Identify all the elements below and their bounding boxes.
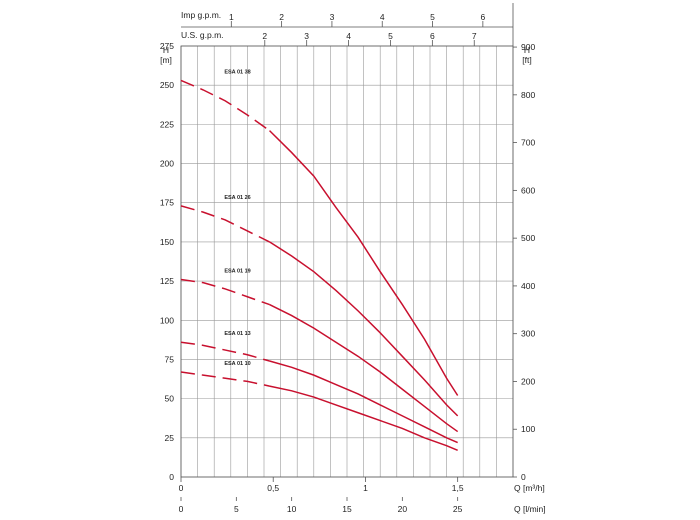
top-axis-imp-label: Imp g.p.m. — [181, 10, 221, 20]
x-primary-tick-label: 15 — [342, 504, 352, 514]
x-primary-tick-label: 0 — [179, 504, 184, 514]
us-gpm-tick-label: 5 — [388, 31, 393, 41]
y-right-tick-label: 700 — [521, 138, 535, 148]
y-right-tick-label: 800 — [521, 90, 535, 100]
y-right-tick-label: 400 — [521, 281, 535, 291]
curve-dashed-2 — [180, 278, 270, 306]
x-secondary-tick-label: 1,5 — [452, 483, 464, 493]
series-label: ESA 01 13 — [224, 331, 250, 337]
curve-dashed-3 — [180, 341, 270, 362]
y-right-tick-label: 500 — [521, 233, 535, 243]
x-primary-tick-label: 5 — [234, 504, 239, 514]
y-right-tick-label: 900 — [521, 42, 535, 52]
y-left-tick-label: 200 — [160, 159, 174, 169]
y-left-name: H — [163, 45, 169, 55]
y-right-name: H — [524, 45, 530, 55]
y-left-tick-label: 225 — [160, 119, 174, 129]
us-gpm-tick-label: 7 — [472, 31, 477, 41]
x-secondary-axis-title: Q [m³/h] — [514, 483, 545, 493]
y-left-tick-label: 75 — [165, 354, 175, 364]
x-primary-axis-title: Q [l/min] — [514, 504, 546, 514]
y-right-tick-label: 200 — [521, 376, 535, 386]
y-left-tick-label: 275 — [160, 41, 174, 51]
series-label: ESA 01 38 — [224, 69, 250, 75]
series-label: ESA 01 19 — [224, 269, 250, 275]
series-labels: ESA 01 38 ESA 01 26 ESA 01 19 ESA 01 13 ESA … — [224, 69, 250, 367]
curve-dashed-0 — [180, 79, 270, 132]
imp-gpm-tick-label: 4 — [380, 12, 385, 22]
x-primary-tick-label: 20 — [398, 504, 408, 514]
imp-gpm-tick-label: 1 — [229, 12, 234, 22]
curve-solid-4 — [269, 385, 458, 452]
plot-frame — [180, 3, 517, 501]
series-label: ESA 01 26 — [224, 195, 250, 201]
curve-solid-3 — [269, 360, 458, 444]
y-right-tick-label: 300 — [521, 329, 535, 339]
x-primary-tick-label: 25 — [453, 504, 463, 514]
y-left-tick-label: 25 — [165, 433, 175, 443]
y-left-tick-label: 125 — [160, 276, 174, 286]
y-left-tick-label: 50 — [165, 394, 175, 404]
us-gpm-tick-label: 4 — [346, 31, 351, 41]
y-right-tick-label: 600 — [521, 185, 535, 195]
series-label: ESA 01 10 — [224, 361, 250, 367]
y-right-tick-label: 0 — [521, 472, 526, 482]
curve-dashed-4 — [180, 371, 270, 387]
y-right-unit: [ft] — [522, 55, 531, 65]
curves — [180, 79, 459, 452]
grid — [180, 45, 514, 478]
y-left-tick-label: 100 — [160, 315, 174, 325]
curve-solid-0 — [269, 130, 459, 396]
y-left-tick-label: 0 — [169, 472, 174, 482]
plot-border — [180, 45, 514, 478]
x-primary-tick-label: 10 — [287, 504, 297, 514]
y-left-tick-label: 175 — [160, 198, 174, 208]
us-gpm-tick-label: 3 — [304, 31, 309, 41]
tick-labels: 1 2 3 4 5 62 3 4 5 6 70255075100125150175200225250… — [160, 12, 536, 514]
imp-gpm-tick-label: 5 — [430, 12, 435, 22]
y-left-unit: [m] — [160, 55, 172, 65]
x-secondary-tick-label: 0,5 — [267, 483, 279, 493]
curve-solid-1 — [269, 241, 459, 417]
curve-dashed-1 — [180, 205, 270, 243]
y-left-tick-label: 250 — [160, 80, 174, 90]
imp-gpm-tick-label: 6 — [480, 12, 485, 22]
x-secondary-tick-label: 0 — [179, 483, 184, 493]
y-right-tick-label: 100 — [521, 424, 535, 434]
imp-gpm-tick-label: 2 — [279, 12, 284, 22]
imp-gpm-tick-label: 3 — [330, 12, 335, 22]
x-secondary-tick-label: 1 — [363, 483, 368, 493]
curve-solid-2 — [269, 303, 459, 433]
top-axis-us-label: U.S. g.p.m. — [181, 30, 224, 40]
us-gpm-tick-label: 2 — [262, 31, 267, 41]
y-left-tick-label: 150 — [160, 237, 174, 247]
us-gpm-tick-label: 6 — [430, 31, 435, 41]
